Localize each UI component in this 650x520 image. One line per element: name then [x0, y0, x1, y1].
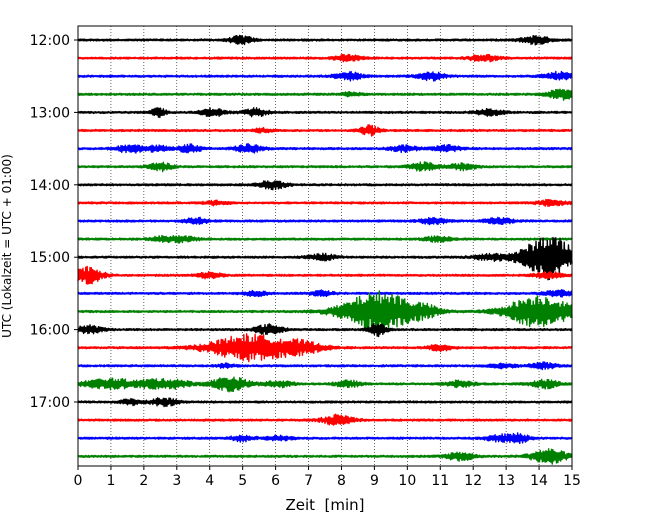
trace-1600: [77, 323, 573, 338]
trace-1545: [77, 290, 573, 333]
trace-1230: [77, 70, 573, 82]
y-tick-label: 13:00: [30, 105, 70, 121]
y-axis-ticks: 12:00 13:00 14:00 15:00 16:00 17:00: [30, 33, 78, 411]
y-tick-label: 17:00: [30, 395, 70, 411]
x-tick-label: 0: [74, 473, 83, 489]
trace-1315: [77, 124, 573, 137]
x-tick-label: 11: [431, 473, 449, 489]
trace-1430: [77, 216, 573, 226]
trace-1515: [77, 265, 573, 285]
trace-1530: [77, 289, 573, 298]
y-tick-label: 15:00: [30, 250, 70, 266]
x-tick-label: 10: [398, 473, 416, 489]
trace-1330: [77, 143, 573, 154]
x-tick-label: 5: [238, 473, 247, 489]
x-tick-label: 14: [530, 473, 548, 489]
trace-1445: [77, 234, 573, 244]
x-tick-label: 2: [139, 473, 148, 489]
trace-1730: [77, 432, 573, 445]
x-tick-label: 4: [205, 473, 214, 489]
x-axis-ticks: 0 1 2 3 4 5 6 7 8 9 10 11 12 13 14 15: [74, 466, 581, 489]
seismic-traces: [77, 34, 573, 465]
trace-1215: [77, 53, 573, 63]
x-tick-label: 9: [370, 473, 379, 489]
y-axis-label: UTC (Lokalzeit = UTC + 01:00): [0, 154, 14, 338]
x-axis-label: Zeit [min]: [285, 496, 364, 514]
trace-1615: [77, 333, 573, 363]
plot-frame: [77, 25, 573, 467]
y-tick-label: 12:00: [30, 33, 70, 49]
trace-1500: [77, 236, 573, 281]
trace-1245: [77, 88, 573, 101]
trace-1200: [77, 34, 573, 46]
trace-1715: [77, 413, 573, 426]
y-tick-label: 14:00: [30, 178, 70, 194]
x-tick-label: 6: [271, 473, 280, 489]
x-tick-label: 15: [563, 473, 581, 489]
x-tick-label: 12: [464, 473, 482, 489]
trace-1345: [77, 161, 573, 173]
x-tick-label: 8: [337, 473, 346, 489]
x-tick-label: 1: [106, 473, 115, 489]
trace-1630: [77, 361, 573, 371]
y-tick-label: 16:00: [30, 323, 70, 339]
x-tick-label: 3: [172, 473, 181, 489]
plot-background: [78, 26, 572, 466]
x-tick-label: 7: [304, 473, 313, 489]
x-gridlines: [110, 26, 540, 466]
trace-1415: [77, 198, 573, 208]
trace-1645: [77, 376, 573, 393]
trace-1400: [77, 180, 573, 191]
x-tick-label: 13: [497, 473, 515, 489]
trace-1300: [77, 107, 573, 119]
trace-1700: [77, 397, 573, 408]
trace-1745: [77, 448, 573, 465]
